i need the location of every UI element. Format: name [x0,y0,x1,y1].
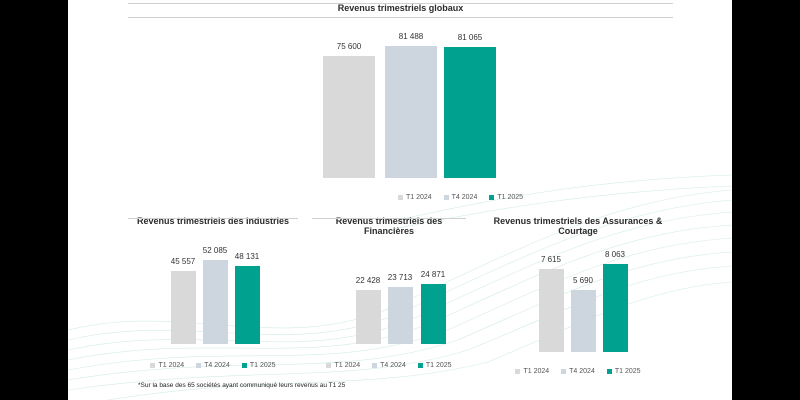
legend-swatch [515,369,521,374]
chart-title: Revenus trimestriels des Assurances & Co… [493,216,663,236]
legend-label: T1 2024 [405,194,432,201]
legend-swatch [326,363,332,368]
chart-0: Revenus trimestriels globaux 75 600 81 488… [128,0,673,201]
data-label: 48 131 [234,252,260,262]
legend-label: T1 2025 [249,362,276,369]
bar-t1-2024 [538,268,564,352]
bar-t1-2025 [444,46,496,178]
bar-t4-2024 [570,289,596,352]
legend-label: T1 2024 [334,362,361,369]
legend-swatch [489,195,495,200]
data-label: 81 488 [398,32,424,41]
bar-t1-2025 [234,266,260,344]
legend-label: T1 2025 [614,368,641,375]
bar-t4-2024 [202,260,228,344]
legend: T1 2024 T4 2024 T1 2025 [312,362,466,369]
legend-item: T1 2025 [489,194,523,201]
legend-item: T1 2024 [150,362,184,369]
legend: T1 2024 T4 2024 T1 2025 [248,194,673,201]
legend-swatch [241,363,247,368]
legend-label: T4 2024 [569,368,595,375]
legend-swatch [150,363,156,368]
data-label: 81 065 [457,32,483,42]
bar-t1-2024 [323,55,375,178]
legend-item: T1 2024 [326,362,360,369]
chart-1: Revenus trimestriels des Industries 45 55… [128,212,298,400]
chart-2: Revenus trimestriels des Financières 22 4… [312,212,466,400]
legend-label: T4 2024 [451,194,478,201]
title-rule [128,218,298,219]
legend-label: T4 2024 [380,362,406,369]
bar-t1-2024 [170,270,196,344]
bar-t4-2024 [385,46,437,178]
legend-item: T1 2025 [417,362,452,369]
footnote: *Sur la base des 65 sociétés ayant commu… [138,382,346,389]
chart-3: Revenus trimestriels des Assurances & Co… [483,212,673,400]
chart-title: Revenus trimestriels des Industries [136,216,290,226]
legend-swatch [372,363,378,368]
data-label: 7 615 [540,254,562,264]
legend-label: T1 2025 [425,362,452,369]
bar-t4-2024 [387,286,413,344]
data-label: 24 871 [420,270,446,279]
title-rule [128,17,673,18]
legend: T1 2024 T4 2024 T1 2025 [128,362,298,369]
legend-label: T1 2024 [523,368,550,375]
legend: T1 2024 T4 2024 T1 2025 [483,368,673,375]
legend-label: T4 2024 [204,362,230,369]
data-label: 45 557 [170,256,196,266]
title-rule-top [128,3,673,4]
legend-swatch [561,369,567,374]
legend-swatch [417,363,423,368]
bar-t1-2025 [420,284,446,344]
bar-t1-2024 [355,289,381,344]
data-label: 23 713 [387,272,413,282]
legend-label: T1 2024 [158,362,185,369]
legend-item: T4 2024 [561,368,595,375]
legend-item: T1 2024 [515,368,549,375]
legend-swatch [397,195,403,200]
title-rule [312,218,466,219]
legend-item: T4 2024 [372,362,406,369]
chart-title: Revenus trimestriels des Financières [335,216,443,236]
data-label: 52 085 [202,246,228,255]
legend-item: T1 2024 [397,194,432,201]
chart-title: Revenus trimestriels globaux [337,3,464,13]
legend-item: T1 2025 [606,368,641,375]
legend-swatch [606,369,612,374]
legend-item: T4 2024 [196,362,230,369]
legend-item: T4 2024 [443,194,478,201]
bar-t1-2025 [602,264,628,352]
legend-swatch [196,363,202,368]
legend-label: T1 2025 [497,194,524,201]
slide: Revenus trimestriels globaux 75 600 81 488… [68,0,732,400]
data-label: 75 600 [336,41,362,51]
legend-item: T1 2025 [241,362,276,369]
data-label: 22 428 [355,275,381,285]
data-label: 8 063 [604,250,626,259]
data-label: 5 690 [572,275,594,285]
legend-swatch [443,195,449,200]
